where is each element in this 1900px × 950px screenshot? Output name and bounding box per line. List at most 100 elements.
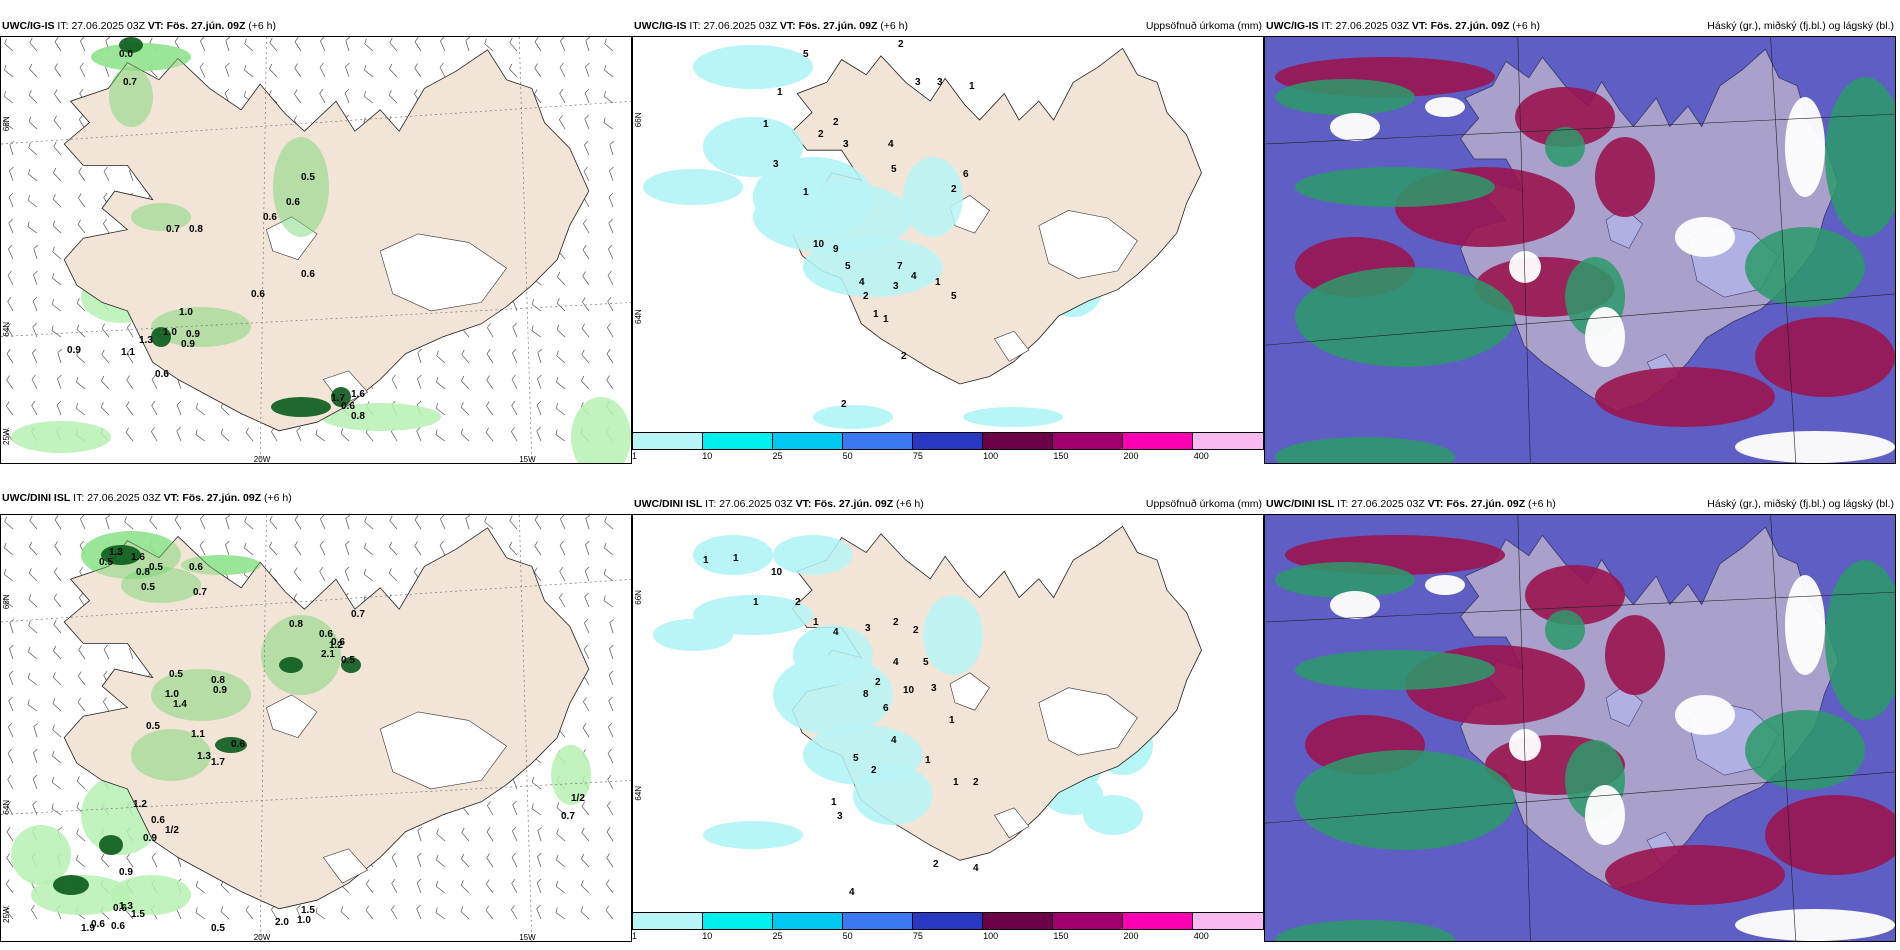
wind-barb (199, 540, 206, 556)
wind-barb (200, 37, 206, 52)
wind-barb (416, 878, 422, 894)
precip-area-mid (261, 615, 341, 695)
precip-area-heavy (271, 397, 331, 417)
wind-barb (51, 299, 62, 312)
clear-sky-area (1785, 575, 1825, 675)
wind-barb (388, 90, 398, 104)
precip-value-label: 2 (951, 184, 957, 195)
wind-barb (559, 88, 566, 104)
axis-label: 64N (2, 322, 11, 337)
precip-value-label: 6 (883, 703, 889, 714)
precip-value-label: 10 (813, 239, 825, 250)
wind-barb (28, 594, 38, 608)
wind-barb (603, 117, 614, 130)
wind-barb (53, 645, 62, 660)
wind-barb (225, 540, 230, 556)
precip-area-over-land (853, 765, 933, 825)
wind-barb (29, 37, 38, 52)
wind-barb (100, 402, 110, 416)
high-cloud-area (1275, 562, 1415, 598)
precip-value-label: 0.6 (113, 903, 127, 914)
colorbar-swatch (1123, 433, 1193, 449)
precip-value-label: 1.6 (131, 552, 145, 563)
wind-barb (580, 906, 590, 920)
precip-value-label: 0.6 (155, 369, 169, 380)
wind-barb (77, 697, 86, 712)
precip-value-label: 2 (933, 859, 939, 870)
precip-area-over-land (923, 595, 983, 675)
wind-barb (583, 697, 590, 712)
wind-barb (3, 595, 14, 608)
precip-area-light (321, 403, 441, 431)
precip-value-label: 4 (893, 657, 899, 668)
precip-value-label: 4 (973, 863, 979, 874)
wind-barb (363, 569, 374, 582)
wind-barb (7, 748, 14, 764)
wind-barb (225, 62, 230, 78)
map-border-line (1265, 113, 1895, 145)
precip-value-label: 1.0 (179, 307, 193, 318)
precip-area-over-land (773, 535, 853, 575)
high-cloud-area (1745, 710, 1865, 790)
wind-barb (580, 880, 590, 894)
wind-barb (77, 219, 86, 234)
wind-barb (6, 879, 14, 894)
wind-barb (609, 618, 615, 634)
colorbar-tick-label: 75 (912, 451, 923, 461)
map-border-line (1770, 515, 1797, 941)
precip-value-label: 0.6 (341, 401, 355, 412)
precip-value-label: 5 (891, 164, 897, 175)
precip-area-mid (151, 669, 251, 721)
panel-accumulated-precip-igis: UWC/IG-IS IT: 27.06.2025 03Z VT: Fös. 27… (632, 14, 1264, 464)
precip-value-label: 5 (803, 49, 809, 60)
precip-value-label: 0.6 (111, 921, 125, 932)
wind-barb (76, 776, 86, 790)
wind-barb (606, 853, 614, 868)
panel-header: UWC/IG-IS IT: 27.06.2025 03Z VT: Fös. 27… (634, 20, 909, 32)
wind-barb (345, 540, 350, 556)
wind-barb (79, 62, 86, 78)
latitude-gridline (1, 302, 631, 337)
latitude-gridline (1, 100, 631, 145)
wind-barb (6, 401, 14, 416)
high-cloud-area (1295, 267, 1515, 367)
clear-sky-area (1330, 113, 1380, 141)
wind-barb (195, 403, 206, 416)
wind-barb (556, 802, 566, 816)
wind-barb (269, 63, 278, 78)
axis-label: 15W (519, 455, 536, 464)
precip-value-label: 0.8 (211, 675, 225, 686)
wind-barb (555, 429, 566, 442)
precip-colorbar (632, 912, 1264, 930)
precip-value-label: 0.6 (319, 629, 333, 640)
precip-value-label: 3 (773, 159, 779, 170)
wind-barb (608, 722, 614, 738)
wind-barb (200, 515, 206, 530)
map-border-line (1517, 37, 1531, 463)
wind-barb (556, 376, 566, 390)
precip-value-label: 1.2 (329, 640, 343, 651)
clear-sky-area (1735, 909, 1895, 941)
precip-area-over-land (693, 45, 813, 89)
wind-barb (9, 140, 15, 156)
wind-barb (340, 906, 350, 920)
wind-barb (294, 89, 302, 104)
colorbar-swatch (1193, 433, 1263, 449)
wind-barb (534, 567, 542, 582)
colorbar-swatch (1053, 913, 1123, 929)
wind-barb (581, 349, 590, 364)
wind-barb (584, 592, 590, 608)
wind-barb (560, 37, 566, 52)
wind-barb (245, 905, 254, 920)
wind-barb (52, 672, 62, 686)
wind-barb (294, 515, 302, 530)
wind-barb (389, 541, 398, 556)
glacier-outline (1038, 687, 1138, 756)
wind-barb (32, 322, 38, 338)
glacier-outline (949, 672, 990, 711)
colorbar-swatch (1053, 433, 1123, 449)
wind-barb (555, 907, 566, 920)
wind-barb (151, 374, 158, 390)
precip-value-label: 1.7 (331, 393, 345, 404)
wind-barb (605, 905, 614, 920)
